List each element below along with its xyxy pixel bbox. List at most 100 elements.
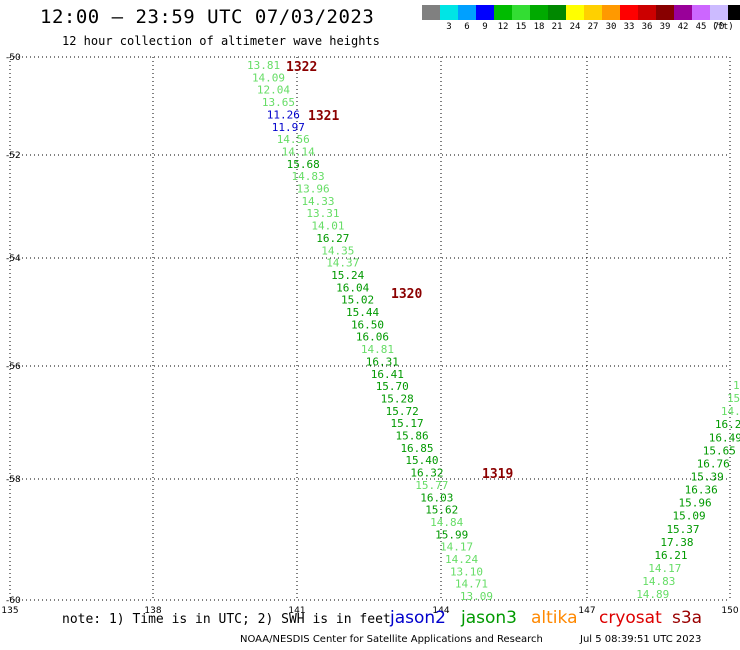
track-value-label: 15.02 bbox=[341, 294, 374, 307]
color-legend bbox=[422, 5, 740, 20]
x-tick-label: 144 bbox=[432, 606, 449, 616]
chart-subtitle: 12 hour collection of altimeter wave hei… bbox=[62, 34, 380, 48]
track-value-label: 14.56 bbox=[277, 133, 310, 146]
pass-number-label: 1321 bbox=[308, 109, 339, 124]
track2-value-label: 15.37 bbox=[666, 523, 699, 536]
track-value-label: 11.97 bbox=[272, 121, 305, 134]
track-value-label: 15.77 bbox=[415, 479, 448, 492]
track2-value-label: 16.49 bbox=[709, 431, 740, 444]
legend-swatch bbox=[602, 5, 620, 20]
track-value-label: 14.37 bbox=[326, 257, 359, 270]
legend-label: 18 bbox=[533, 22, 545, 32]
x-tick-label: 147 bbox=[578, 606, 595, 616]
track-value-label: 16.04 bbox=[336, 281, 369, 294]
track-value-label: 16.41 bbox=[371, 368, 404, 381]
legend-swatch bbox=[674, 5, 692, 20]
legend-label: 27 bbox=[587, 22, 599, 32]
legend-swatch bbox=[638, 5, 656, 20]
legend-swatch bbox=[728, 5, 740, 20]
track-value-label: 16.32 bbox=[410, 467, 443, 480]
legend-swatch bbox=[692, 5, 710, 20]
track2-value-label: 14.17 bbox=[648, 562, 681, 575]
y-tick-label: -54 bbox=[6, 254, 21, 264]
legend-label: 36 bbox=[641, 22, 653, 32]
track2-value-label: 17.38 bbox=[660, 536, 693, 549]
track-value-label: 15.68 bbox=[287, 158, 320, 171]
legend-swatch bbox=[710, 5, 728, 20]
track2-value-label: 15.39 bbox=[691, 470, 724, 483]
legend-swatch bbox=[476, 5, 494, 20]
track-value-label: 14.81 bbox=[361, 343, 394, 356]
track-value-label: 14.33 bbox=[301, 195, 334, 208]
y-tick-label: -50 bbox=[6, 53, 21, 63]
track-value-label: 13.10 bbox=[450, 565, 483, 578]
legend-swatch bbox=[566, 5, 584, 20]
track-value-label: 15.72 bbox=[386, 405, 419, 418]
footer-credit: NOAA/NESDIS Center for Satellite Applica… bbox=[240, 634, 543, 645]
track-value-label: 15.24 bbox=[331, 269, 364, 282]
legend-label: 9 bbox=[482, 22, 488, 32]
track-value-label: 13.81 bbox=[247, 59, 280, 72]
satellite-label-cryosat: cryosat bbox=[599, 608, 662, 628]
track-value-label: 15.86 bbox=[396, 430, 429, 443]
track-value-label: 14.09 bbox=[252, 71, 285, 84]
legend-label: 3 bbox=[446, 22, 452, 32]
track-value-label: 14.83 bbox=[292, 170, 325, 183]
track2-value-label: 15. bbox=[727, 392, 740, 405]
legend-swatch bbox=[512, 5, 530, 20]
x-tick-label: 141 bbox=[288, 606, 305, 616]
track-value-label: 15.99 bbox=[435, 528, 468, 541]
track-value-label: 16.27 bbox=[316, 232, 349, 245]
track-value-label: 15.70 bbox=[376, 380, 409, 393]
legend-unit: (ft) bbox=[712, 22, 734, 32]
legend-label: 21 bbox=[551, 22, 563, 32]
track-value-label: 13.65 bbox=[262, 96, 295, 109]
y-tick-label: -58 bbox=[6, 475, 21, 485]
track-value-label: 13.96 bbox=[297, 183, 330, 196]
track-value-label: 13.31 bbox=[306, 207, 339, 220]
legend-swatch bbox=[440, 5, 458, 20]
y-tick-label: -60 bbox=[6, 596, 21, 606]
satellite-label-s3a: s3a bbox=[672, 608, 703, 628]
track-value-label: 15.44 bbox=[346, 306, 379, 319]
legend-label: 45 bbox=[695, 22, 707, 32]
legend-label: 42 bbox=[677, 22, 689, 32]
track-value-label: 15.28 bbox=[381, 392, 414, 405]
track-value-label: 14.71 bbox=[455, 578, 488, 591]
track-value-label: 14.14 bbox=[282, 145, 315, 158]
pass-number-label: 1320 bbox=[391, 287, 422, 302]
legend-swatch bbox=[548, 5, 566, 20]
track-value-label: 11.26 bbox=[267, 108, 300, 121]
track2-value-label: 16.21 bbox=[654, 549, 687, 562]
track2-value-label: 14.8 bbox=[721, 405, 740, 418]
track-value-label: 16.85 bbox=[400, 442, 433, 455]
track-value-label: 14.84 bbox=[430, 516, 463, 529]
legend-label: 12 bbox=[497, 22, 509, 32]
track2-value-label: 16.76 bbox=[697, 457, 730, 470]
legend-label: 70 bbox=[713, 22, 725, 32]
track2-value-label: 16.36 bbox=[685, 484, 718, 497]
track-value-label: 14.01 bbox=[311, 220, 344, 233]
track2-value-label: 14.89 bbox=[636, 588, 669, 601]
legend-swatch bbox=[458, 5, 476, 20]
x-tick-label: 135 bbox=[1, 606, 18, 616]
legend-swatch bbox=[584, 5, 602, 20]
track2-value-label: 15.09 bbox=[673, 510, 706, 523]
track-value-label: 15.40 bbox=[405, 454, 438, 467]
legend-label: 33 bbox=[623, 22, 635, 32]
track-value-label: 14.17 bbox=[440, 541, 473, 554]
satellite-label-jason3: jason3 bbox=[461, 608, 517, 628]
chart-title: 12:00 — 23:59 UTC 07/03/2023 bbox=[40, 6, 375, 28]
legend-label: 6 bbox=[464, 22, 470, 32]
legend-swatch bbox=[620, 5, 638, 20]
track-value-label: 13.09 bbox=[460, 590, 493, 603]
legend-swatch bbox=[494, 5, 512, 20]
y-tick-label: -56 bbox=[6, 362, 21, 372]
track2-value-label: 16.26 bbox=[715, 418, 740, 431]
track-value-label: 16.06 bbox=[356, 331, 389, 344]
track-value-label: 14.35 bbox=[321, 244, 354, 257]
track-value-label: 15.17 bbox=[391, 417, 424, 430]
legend-swatch bbox=[530, 5, 548, 20]
track-value-label: 14.24 bbox=[445, 553, 478, 566]
